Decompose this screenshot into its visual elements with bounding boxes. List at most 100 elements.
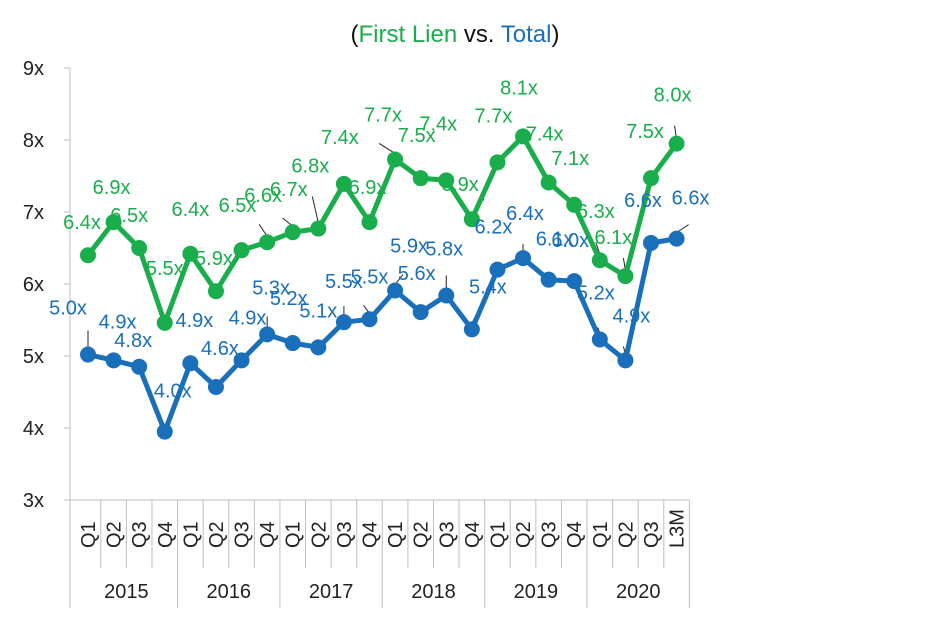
- data-label-first-lien: 6.9x: [93, 177, 131, 199]
- data-label-total: 4.9x: [229, 307, 267, 329]
- leader-line: [258, 223, 268, 237]
- data-label-total: 6.6x: [624, 190, 662, 212]
- data-point-first-lien: [438, 172, 455, 189]
- x-category-label: Q3: [641, 521, 663, 548]
- data-label-total: 5.1x: [299, 300, 337, 322]
- data-point-first-lien: [643, 170, 659, 187]
- data-point-first-lien: [156, 314, 173, 331]
- data-label-total: 5.5x: [325, 271, 363, 293]
- data-label-first-lien: 6.9x: [349, 177, 387, 199]
- data-point-first-lien: [80, 247, 96, 264]
- data-label-first-lien: 6.7x: [270, 179, 308, 201]
- data-label-total: 5.4x: [469, 276, 507, 298]
- data-label-first-lien: 6.1x: [595, 227, 633, 249]
- data-point-total: [335, 314, 352, 331]
- data-label-first-lien: 6.9x: [441, 174, 479, 196]
- data-label-first-lien: 5.5x: [146, 258, 184, 280]
- x-category-label: Q3: [232, 521, 254, 548]
- data-point-total: [617, 352, 634, 369]
- chart-title: (First Lien vs. Total): [351, 21, 560, 48]
- x-category-label: Q2: [411, 521, 433, 548]
- x-category-label: Q3: [539, 521, 561, 548]
- y-tick-label: 8x: [23, 130, 44, 152]
- x-group-label: 2016: [207, 581, 252, 603]
- data-label-total: 5.2x: [270, 288, 308, 310]
- x-category-label: Q2: [104, 521, 126, 548]
- data-label-first-lien: 8.0x: [654, 85, 692, 107]
- leader-line: [311, 196, 319, 223]
- data-point-first-lien: [668, 135, 685, 152]
- y-tick-label: 4x: [23, 418, 44, 440]
- data-point-first-lien: [387, 151, 404, 168]
- data-label-first-lien: 6.8x: [291, 156, 329, 178]
- y-tick-label: 7x: [23, 202, 44, 224]
- data-label-first-lien: 7.7x: [475, 105, 513, 127]
- x-group-label: 2020: [616, 581, 661, 603]
- data-label-first-lien: 7.4x: [321, 127, 359, 149]
- data-point-total: [233, 352, 250, 369]
- data-point-total: [540, 271, 557, 288]
- x-category-label: Q1: [590, 521, 612, 548]
- data-label-total: 5.0x: [49, 298, 87, 320]
- data-label-first-lien: 7.7x: [364, 104, 402, 126]
- data-label-total: 6.4x: [506, 203, 544, 225]
- series-line-total: [85, 236, 680, 435]
- data-label-total: 6.0x: [551, 230, 589, 252]
- x-group-label: 2018: [411, 581, 456, 603]
- data-label-total: 5.8x: [425, 239, 463, 261]
- data-label-total: 6.6x: [672, 188, 710, 210]
- data-point-total: [131, 358, 148, 375]
- data-point-total: [591, 331, 608, 348]
- chart-title-total: Total: [501, 21, 552, 48]
- data-label-total: 5.5x: [351, 266, 389, 288]
- data-point-total: [284, 335, 301, 352]
- chart-title-close: ): [551, 21, 559, 48]
- data-point-first-lien: [310, 220, 327, 237]
- data-label-first-lien: 7.5x: [626, 121, 664, 143]
- leader-line: [378, 143, 396, 154]
- data-label-first-lien: 7.4x: [526, 123, 564, 145]
- data-label-total: 5.3x: [252, 277, 290, 299]
- x-category-label: Q4: [360, 521, 382, 548]
- data-label-first-lien: 6.4x: [63, 212, 101, 234]
- data-point-total: [412, 304, 429, 321]
- x-category-label: Q4: [155, 521, 177, 548]
- y-tick-label: 9x: [23, 58, 44, 80]
- data-point-first-lien: [489, 154, 506, 171]
- y-tick-label: 5x: [23, 346, 44, 368]
- data-point-first-lien: [335, 175, 352, 192]
- data-point-first-lien: [591, 252, 608, 269]
- data-point-total: [489, 261, 506, 278]
- data-label-total: 5.2x: [577, 282, 615, 304]
- x-category-label: Q1: [78, 521, 100, 548]
- series-layer: [80, 128, 685, 440]
- data-label-first-lien: 7.4x: [419, 113, 457, 135]
- data-point-first-lien: [233, 242, 250, 259]
- data-point-first-lien: [540, 174, 557, 191]
- data-point-total: [643, 234, 659, 251]
- data-label-first-lien: 6.6x: [244, 185, 282, 207]
- data-point-total: [361, 311, 378, 328]
- data-point-total: [182, 355, 199, 372]
- data-label-total: 5.9x: [390, 235, 428, 257]
- x-category-label: Q1: [385, 521, 407, 548]
- x-category-label: Q4: [462, 521, 484, 548]
- leader-line: [595, 242, 601, 255]
- data-label-first-lien: 6.5x: [219, 195, 257, 217]
- data-point-first-lien: [617, 268, 634, 285]
- y-tick-label: 6x: [23, 274, 44, 296]
- data-point-total: [515, 250, 532, 267]
- x-group-label: 2017: [309, 581, 354, 603]
- x-category-label: Q4: [564, 521, 586, 548]
- data-label-total: 6.2x: [475, 217, 513, 239]
- data-point-total: [207, 378, 224, 395]
- data-label-total: 4.6x: [201, 338, 239, 360]
- data-label-first-lien: 5.9x: [195, 248, 233, 270]
- data-point-first-lien: [463, 211, 480, 228]
- x-category-label: Q1: [487, 521, 509, 548]
- data-label-first-lien: 6.3x: [577, 201, 615, 223]
- x-category-label: L3M: [667, 509, 689, 548]
- chart-title-open: (: [351, 21, 359, 48]
